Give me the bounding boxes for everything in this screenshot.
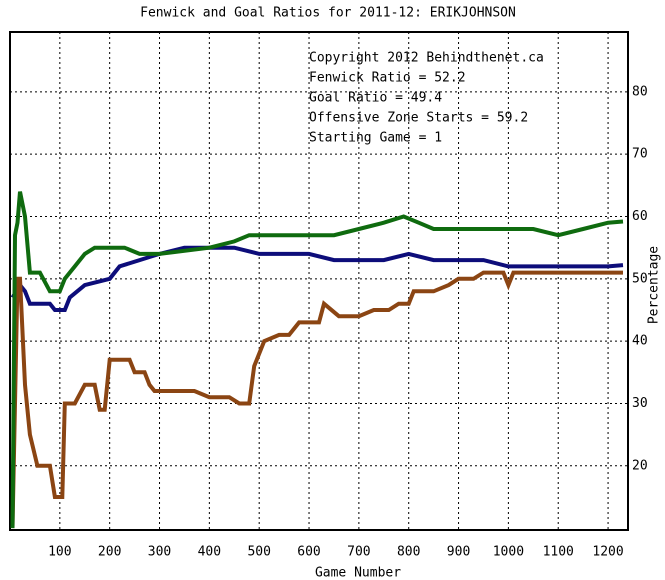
- y-tick-label: 60: [632, 209, 648, 224]
- x-tick-label: 800: [397, 545, 420, 560]
- x-tick-label: 300: [148, 545, 171, 560]
- y-tick-label: 30: [632, 396, 648, 411]
- y-tick-label: 40: [632, 334, 648, 349]
- chart-title: Fenwick and Goal Ratios for 2011-12: ERI…: [140, 6, 516, 21]
- y-tick-label: 70: [632, 147, 648, 162]
- annotation: Starting Game = 1: [309, 131, 442, 146]
- legend-entry: Fenwick Ratio = 52.2: [309, 71, 466, 86]
- annotation: Copyright 2012 Behindthenet.ca: [309, 51, 544, 66]
- legend-entry: Goal Ratio = 49.4: [309, 91, 442, 106]
- x-tick-label: 400: [198, 545, 221, 560]
- x-tick-label: 700: [347, 545, 370, 560]
- plot-frame: [9, 31, 629, 531]
- series-line: [10, 191, 624, 529]
- x-tick-label: 500: [247, 545, 270, 560]
- x-tick-label: 100: [48, 545, 71, 560]
- x-tick-label: 1100: [543, 545, 574, 560]
- x-axis-label: Game Number: [315, 566, 401, 580]
- x-tick-label: 1200: [592, 545, 623, 560]
- x-tick-label: 1000: [493, 545, 524, 560]
- x-tick-label: 600: [297, 545, 320, 560]
- y-tick-label: 80: [632, 84, 648, 99]
- series-line: [10, 270, 623, 529]
- y-axis-label: Percentage: [647, 246, 662, 324]
- x-tick-label: 200: [98, 545, 121, 560]
- y-tick-label: 20: [632, 458, 648, 473]
- y-tick-label: 50: [632, 271, 648, 286]
- legend-entry: Offensive Zone Starts = 59.2: [309, 111, 528, 126]
- series-line: [10, 245, 624, 312]
- x-tick-label: 900: [447, 545, 470, 560]
